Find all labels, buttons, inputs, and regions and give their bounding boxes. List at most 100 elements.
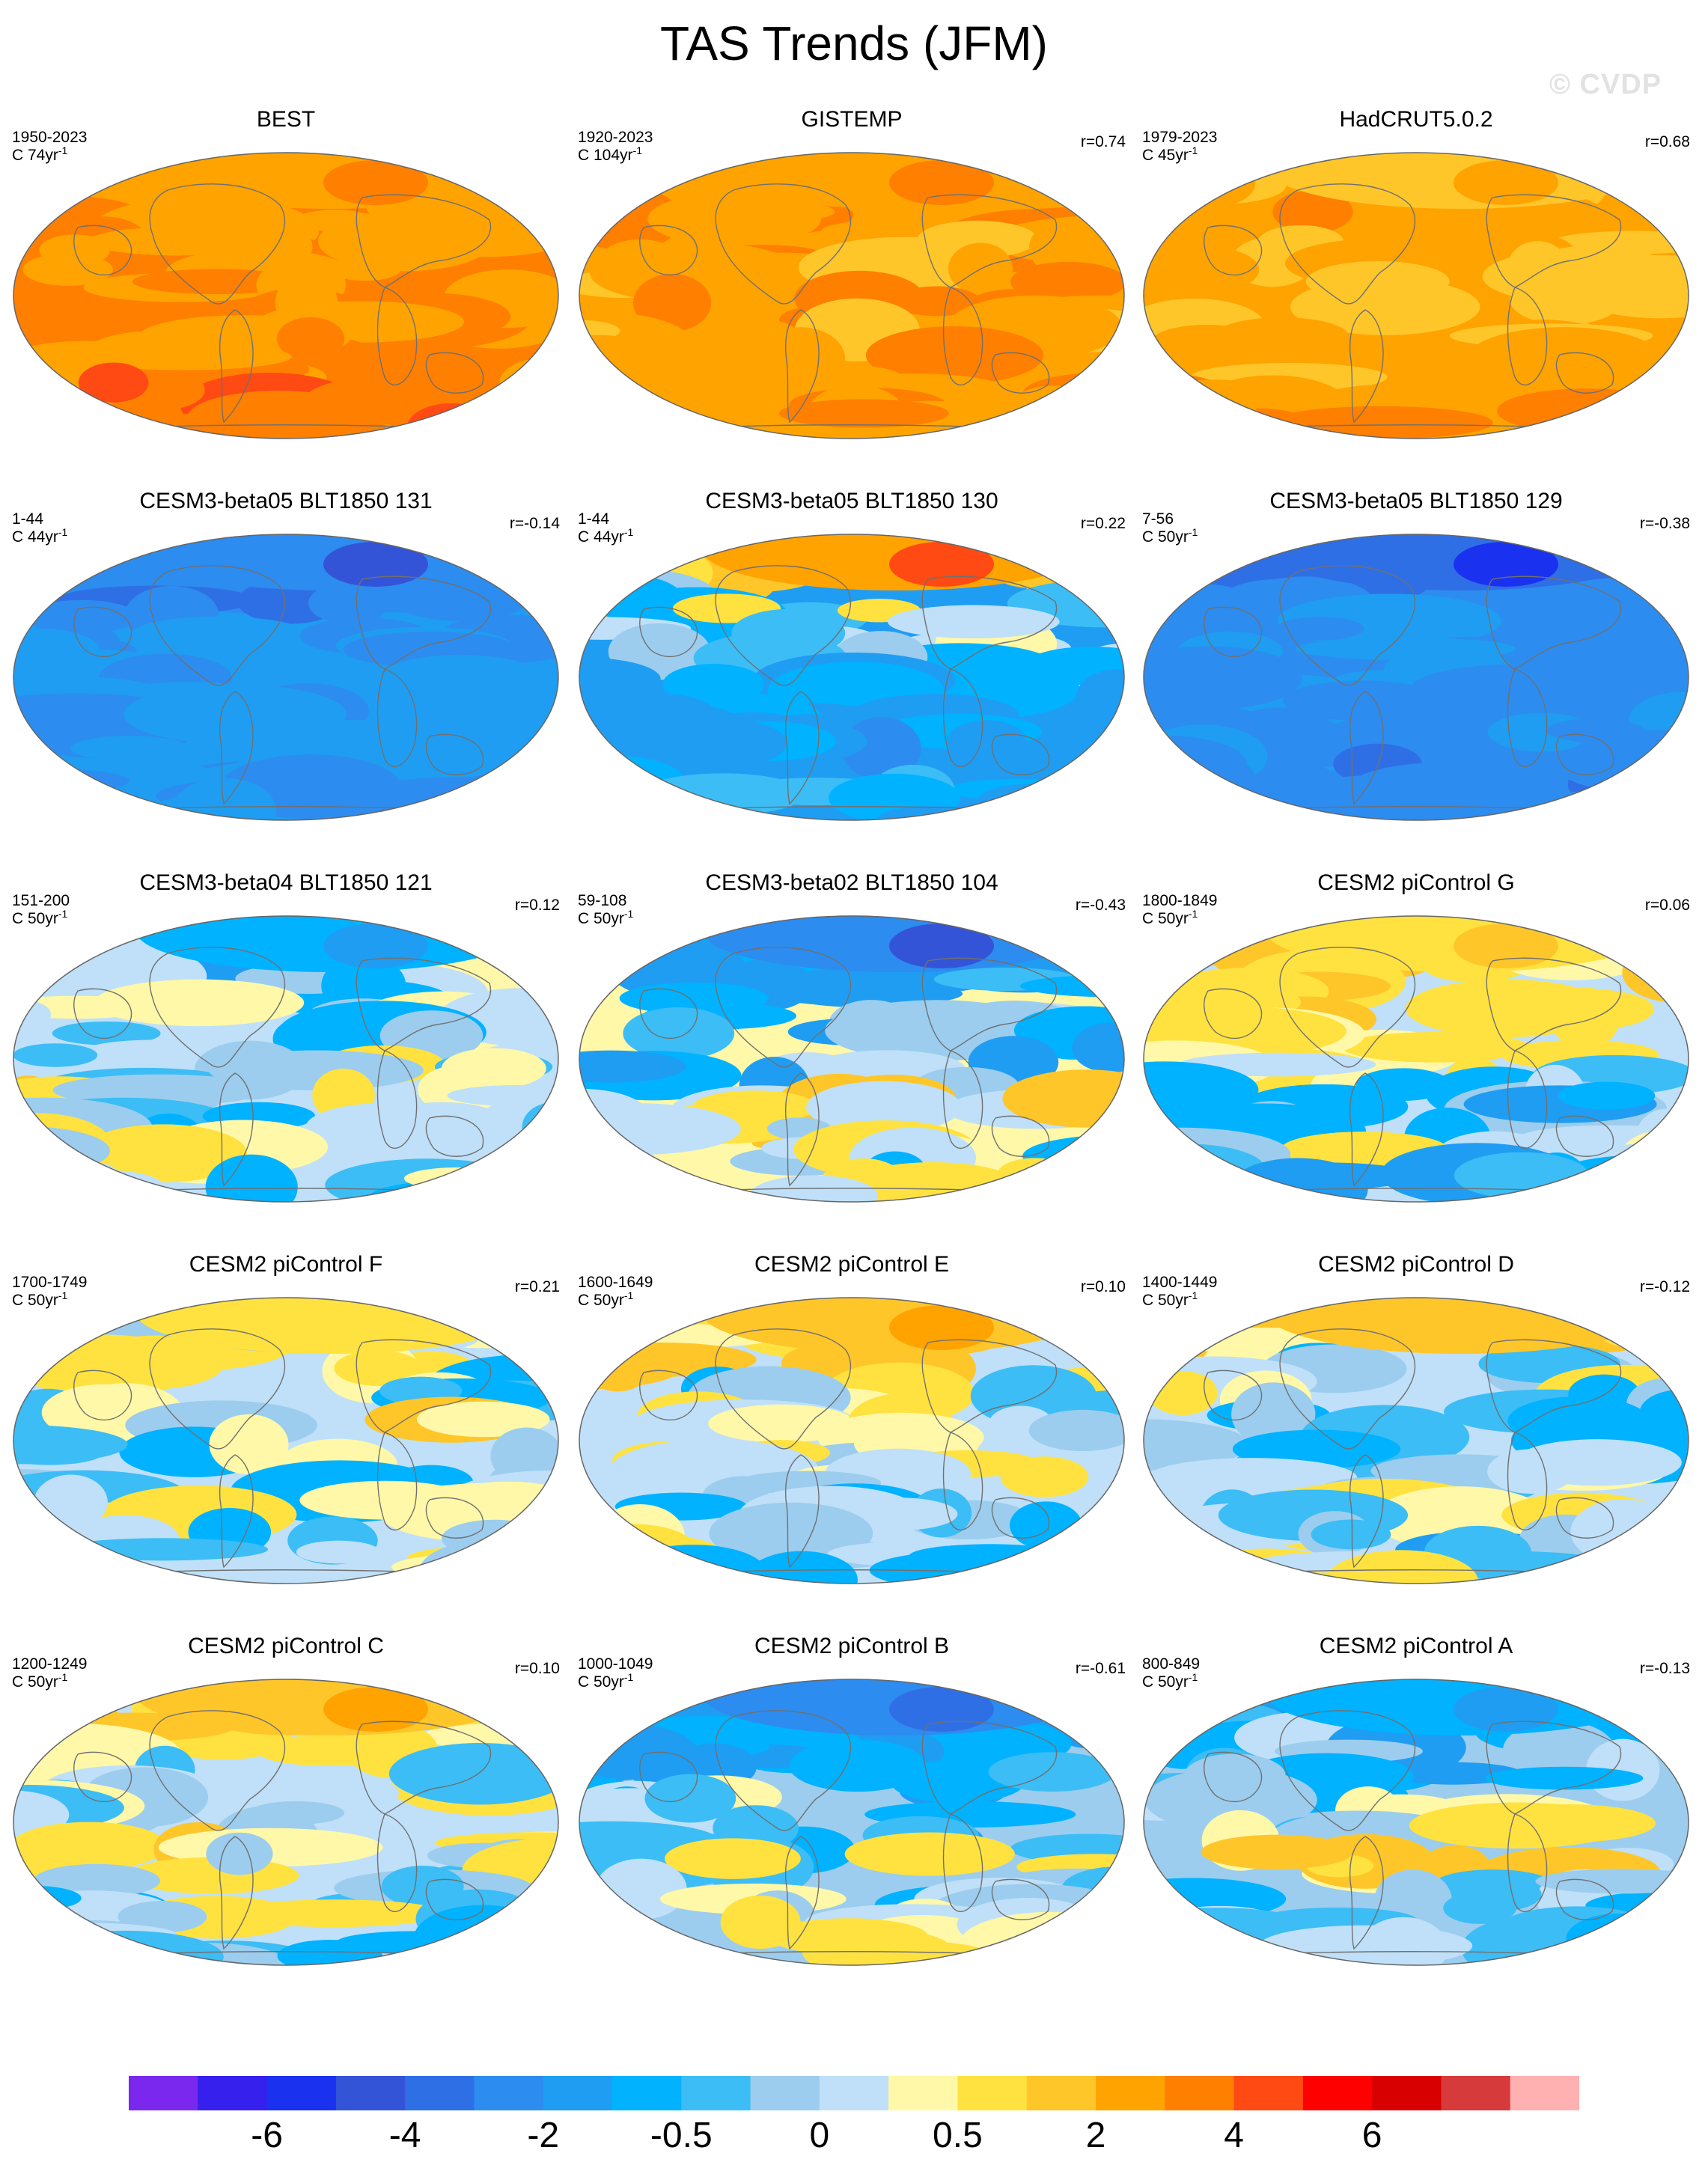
trend-blob: [989, 1298, 1073, 1324]
coastline: [991, 1115, 1050, 1157]
panel-title: CESM2 piControl C: [188, 1634, 384, 1658]
colorbar-tick-label: 0.5: [933, 2116, 983, 2155]
panel-correlation: r=-0.61: [1075, 1660, 1126, 1677]
panel-correlation: r=0.68: [1644, 133, 1690, 150]
trend-field: [1144, 153, 1689, 439]
coastline: [1204, 225, 1263, 276]
map-panel: CESM2 piControl F 1700-1749 C 50yr-1 r=0.21: [10, 1251, 561, 1596]
trend-blob: [334, 1350, 422, 1386]
panel-units-text: C 50yr: [1142, 528, 1189, 546]
trend-blob: [893, 286, 981, 317]
trend-blob: [623, 1007, 735, 1060]
coastline: [942, 1813, 983, 1913]
panel-correlation: r=0.22: [1080, 515, 1126, 532]
trend-blob: [1582, 916, 1662, 948]
coastline: [1507, 287, 1548, 386]
colorbar-tick-label: -6: [251, 2116, 283, 2155]
trend-blob: [205, 1154, 298, 1202]
coastline: [356, 194, 492, 288]
arctic-anomaly: [702, 1679, 1091, 1735]
coastline: [715, 1328, 852, 1450]
arctic-core: [323, 160, 428, 205]
coastline: [942, 1050, 983, 1149]
trend-blob: [1550, 987, 1620, 1049]
map-border: [579, 1679, 1125, 1966]
trend-blob: [1586, 1919, 1650, 1965]
coastline: [1555, 1115, 1614, 1157]
trend-blob: [725, 204, 793, 233]
trend-map: [13, 1297, 559, 1584]
panel-units-exponent: -1: [623, 1671, 634, 1683]
trend-blob: [1275, 617, 1364, 641]
panel-correlation: r=0.74: [1080, 133, 1126, 150]
panel-units-text: C 50yr: [578, 1292, 624, 1309]
panel-correlation: r=-0.14: [509, 515, 560, 532]
trend-blob: [64, 1679, 129, 1708]
trend-blob: [13, 1562, 133, 1584]
coastline: [1555, 733, 1614, 775]
trend-map: [579, 152, 1125, 439]
trend-blob: [1231, 1382, 1316, 1446]
trend-blob: [1031, 425, 1124, 439]
trend-field: [579, 534, 1124, 820]
panel-years: 1950-2023: [12, 129, 88, 146]
coastline: [715, 183, 852, 305]
trend-blob: [325, 1158, 531, 1202]
coastline: [73, 1370, 132, 1421]
trend-blob: [1587, 1679, 1689, 1709]
coastline: [376, 1050, 418, 1149]
trend-blob: [1619, 1679, 1689, 1712]
panel-years: 1-44: [12, 510, 44, 528]
trend-blob: [611, 715, 787, 772]
trend-blob: [579, 1147, 663, 1202]
colorbar-swatch: [198, 2076, 268, 2110]
coastline: [149, 183, 286, 305]
trend-blob: [403, 1167, 511, 1190]
trend-blob: [841, 1497, 958, 1530]
colorbar-swatch: [1372, 2076, 1442, 2110]
trend-blob: [1000, 1456, 1089, 1497]
trend-blob: [1454, 1152, 1590, 1199]
coastline: [425, 1878, 484, 1920]
map-border: [1143, 152, 1689, 439]
trend-blob: [32, 1939, 97, 1965]
trend-blob: [975, 784, 1081, 820]
panel-title: CESM3-beta05 BLT1850 129: [1269, 489, 1563, 513]
trend-field: [1144, 1679, 1689, 1965]
trend-blob: [946, 720, 1027, 763]
map-border: [1143, 1679, 1689, 1966]
map-border: [1143, 534, 1689, 821]
trend-blob: [1072, 1022, 1124, 1073]
map-border: [579, 534, 1125, 821]
trend-blob: [633, 274, 712, 332]
colorbar-swatch: [129, 2076, 198, 2110]
panel-units-exponent: -1: [1188, 526, 1198, 538]
trend-blob: [619, 370, 708, 406]
trend-blob: [13, 1311, 67, 1359]
panel-units-text: C 44yr: [578, 528, 624, 546]
figure-title: TAS Trends (JFM): [660, 16, 1048, 70]
panel-title: CESM3-beta05 BLT1850 131: [139, 489, 433, 513]
arctic-anomaly: [136, 1679, 525, 1735]
trend-blob: [1627, 1679, 1689, 1727]
panel-units-text: C 50yr: [578, 910, 624, 927]
coastline: [73, 1751, 132, 1803]
coastline: [425, 733, 484, 775]
arctic-anomaly: [1266, 1298, 1656, 1354]
coastline: [1486, 1339, 1622, 1433]
panel-units-exponent: -1: [623, 526, 634, 538]
coastline: [942, 1432, 983, 1531]
panel-units-text: C 50yr: [12, 1292, 58, 1309]
coastline: [921, 1339, 1058, 1433]
trend-blob: [579, 657, 661, 701]
map-panel: CESM2 piControl D 1400-1449 C 50yr-1 r=-0.1…: [1141, 1251, 1692, 1596]
panel-correlation: r=-0.12: [1639, 1278, 1690, 1295]
colorbar-swatch: [1165, 2076, 1235, 2110]
panel-units-exponent: -1: [623, 1289, 634, 1301]
trend-blob: [70, 736, 190, 761]
coastline: [1204, 1370, 1263, 1421]
panel-correlation: r=-0.38: [1639, 515, 1690, 532]
trend-field: [13, 916, 558, 1202]
trend-blob: [1144, 646, 1302, 710]
trend-blob: [347, 777, 558, 820]
